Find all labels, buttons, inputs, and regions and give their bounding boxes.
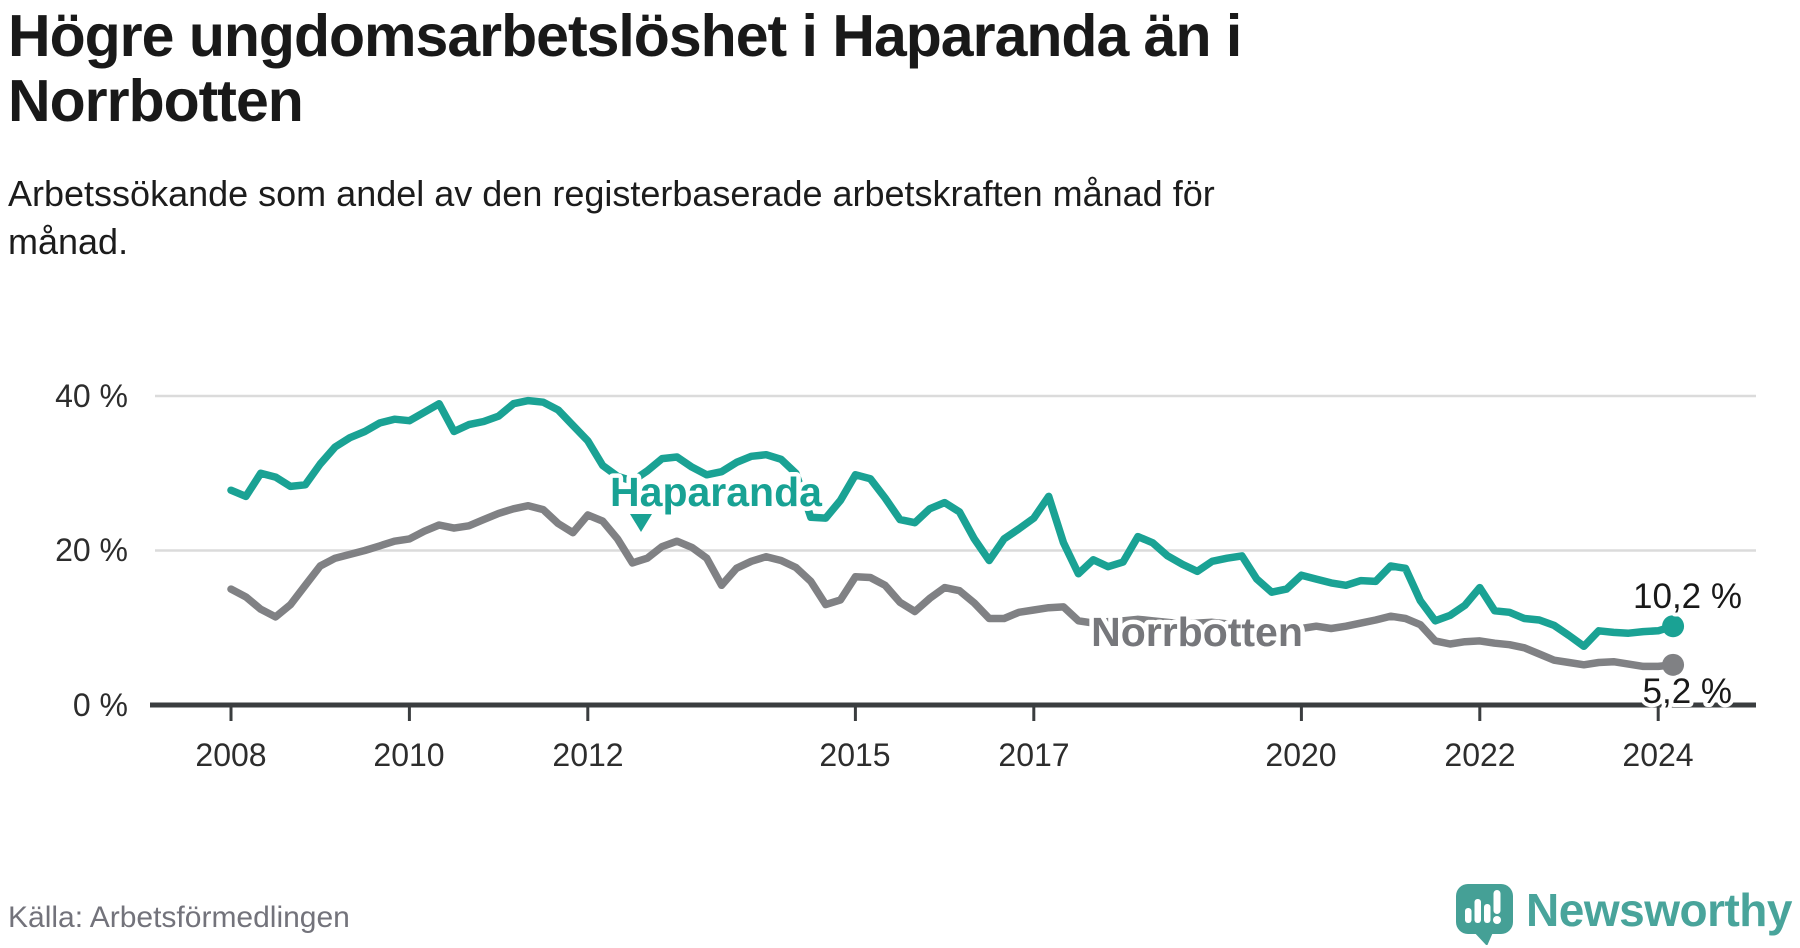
- exclamation-dot-icon: [1493, 916, 1502, 924]
- end-value-label-haparanda: 10,2 %: [1633, 577, 1742, 616]
- source-attribution: Källa: Arbetsförmedlingen: [8, 901, 350, 934]
- series-label-haparanda: Haparanda: [610, 469, 823, 515]
- x-axis-label-2015: 2015: [819, 737, 890, 773]
- series-layer: [227, 396, 1685, 676]
- exclamation-bar-icon: [1493, 890, 1501, 914]
- chart-title: Högre ungdomsarbetslöshet i Haparanda än…: [8, 4, 1768, 134]
- norrbotten-end-dot: [1662, 653, 1685, 676]
- chart-title-line-1: Högre ungdomsarbetslöshet i Haparanda än…: [8, 3, 1242, 69]
- x-axis-label-2012: 2012: [552, 737, 623, 773]
- x-axis-label-2010: 2010: [373, 737, 444, 773]
- grid-layer: [150, 394, 1756, 721]
- x-axis-label-2008: 2008: [195, 737, 266, 773]
- x-axis-label-2024: 2024: [1622, 737, 1693, 773]
- series-label-norrbotten: Norrbotten: [1091, 609, 1303, 655]
- x-axis-label-2017: 2017: [998, 737, 1069, 773]
- newsworthy-brand: Newsworthy: [1452, 872, 1792, 948]
- end-value-label-norrbotten: 5,2 %: [1643, 672, 1733, 711]
- newsworthy-logo-icon: [1456, 884, 1514, 945]
- norrbotten-line: [227, 501, 1677, 671]
- speech-bubble-tail: [1472, 930, 1495, 945]
- haparanda-end-dot: [1662, 615, 1685, 638]
- chart-subtitle: Arbetssökande som andel av den registerb…: [8, 170, 1768, 266]
- y-axis-label-0: 0 %: [73, 687, 128, 723]
- y-axis-label-40: 40 %: [55, 378, 128, 414]
- bar-icon-3: [1484, 904, 1491, 923]
- y-axis-label-20: 20 %: [55, 532, 128, 568]
- x-axis-label-2020: 2020: [1265, 737, 1336, 773]
- chart-title-line-2: Norrbotten: [8, 68, 304, 134]
- haparanda-label-pointer-icon: [630, 514, 652, 532]
- haparanda-line: [227, 396, 1677, 651]
- newsworthy-wordmark: Newsworthy: [1526, 884, 1792, 936]
- chart-subtitle-line-2: månad.: [8, 221, 129, 262]
- bar-icon-1: [1465, 908, 1472, 923]
- bar-icon-2: [1474, 899, 1482, 923]
- chart-subtitle-line-1: Arbetssökande som andel av den registerb…: [8, 173, 1215, 214]
- x-axis-label-2022: 2022: [1444, 737, 1515, 773]
